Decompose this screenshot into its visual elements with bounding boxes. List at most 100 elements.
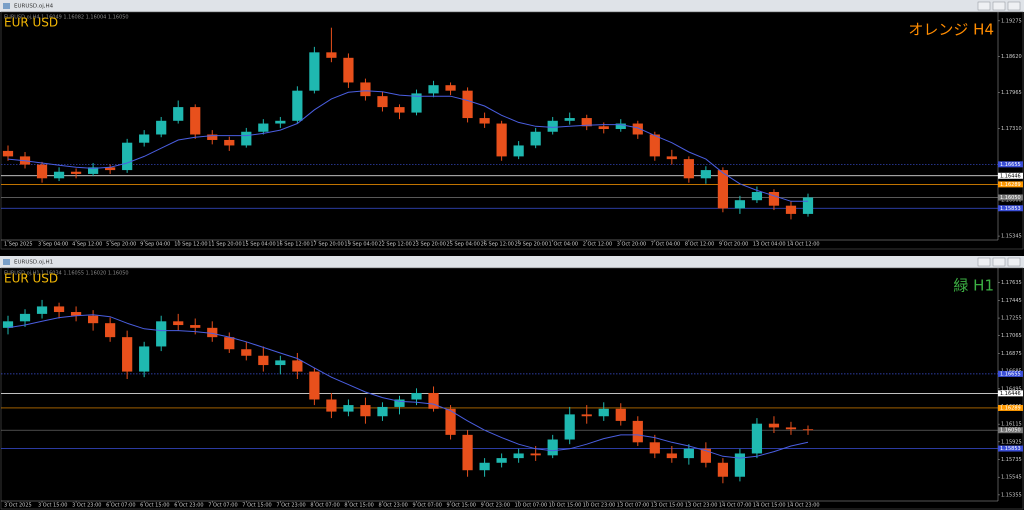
candle-body	[360, 405, 371, 417]
candle-body	[241, 349, 252, 356]
candle-body	[207, 134, 218, 140]
candle-body	[326, 52, 337, 58]
window-button[interactable]	[977, 257, 991, 267]
candle-body	[292, 90, 303, 121]
candle-body	[751, 423, 763, 454]
candle-body	[513, 453, 524, 459]
x-tick-label: 3 Sep 04:00	[38, 242, 68, 248]
window-icon	[3, 259, 10, 265]
candle-body	[802, 197, 814, 214]
candle-body	[428, 392, 439, 409]
candle-body	[309, 52, 320, 91]
window-title: EURUSD.oj,H4	[14, 4, 54, 10]
x-tick-label: 25 Sep 04:00	[447, 242, 480, 248]
x-tick-label: 16 Sep 12:00	[276, 242, 309, 248]
y-tick-label: 1.16495	[1001, 386, 1022, 392]
level-tag	[998, 404, 1023, 411]
candle-body	[36, 164, 48, 179]
window-button[interactable]	[1007, 257, 1021, 267]
candle-body	[2, 150, 14, 157]
x-tick-label: 9 Oct 07:00	[413, 503, 442, 509]
candle-body	[632, 420, 643, 443]
x-tick-label: 3 Oct 2025	[4, 503, 32, 509]
candle-body	[258, 355, 269, 366]
level-tag	[998, 390, 1023, 397]
candle-body	[53, 171, 65, 179]
window-button[interactable]	[1007, 1, 1021, 11]
x-tick-label: 14 Oct 07:00	[719, 503, 752, 509]
candle-body	[292, 360, 303, 372]
candle-body	[683, 448, 694, 459]
candle-body	[394, 107, 405, 113]
candle-body	[564, 118, 575, 121]
candle-body	[445, 408, 456, 435]
level-tag	[998, 181, 1023, 188]
x-tick-label: 7 Oct 23:00	[276, 503, 305, 509]
candle-body	[700, 170, 711, 179]
x-tick-label: 22 Sep 12:00	[378, 242, 411, 248]
candle-body	[411, 93, 422, 113]
candle-body	[156, 120, 167, 135]
x-tick-label: 13 Oct 15:00	[651, 503, 684, 509]
level-tag	[998, 427, 1023, 434]
candle-body	[700, 448, 711, 463]
candle-body	[530, 131, 541, 146]
window-icon	[3, 3, 10, 9]
y-tick-label: 1.16115	[1001, 422, 1022, 428]
level-tag	[998, 161, 1023, 168]
candle-body	[785, 205, 797, 214]
x-tick-label: 10 Sep 12:00	[174, 242, 207, 248]
y-tick-label: 1.15355	[1001, 492, 1022, 498]
level-tag	[998, 370, 1023, 377]
x-tick-label: 9 Oct 15:00	[447, 503, 476, 509]
level-label: 1.15853	[1000, 446, 1021, 452]
y-tick-label: 1.17065	[1001, 333, 1022, 339]
candle-body	[275, 360, 286, 366]
x-tick-label: 26 Sep 12:00	[481, 242, 514, 248]
y-tick-label: 1.15345	[1001, 234, 1022, 240]
candle-body	[105, 323, 116, 338]
candle-body	[275, 120, 286, 124]
candle-body	[751, 191, 763, 201]
title-bar	[0, 0, 1024, 12]
candle-body	[479, 462, 490, 471]
x-tick-label: 13 Oct 04:00	[753, 242, 786, 248]
candle-body	[547, 120, 558, 132]
level-label: 1.16289	[1000, 182, 1021, 188]
window-button[interactable]	[992, 257, 1006, 267]
candle-body	[768, 191, 780, 206]
candle-body	[394, 399, 405, 407]
candle-body	[360, 82, 371, 97]
x-tick-label: 7 Oct 15:00	[242, 503, 271, 509]
candle-body	[428, 85, 439, 94]
candle-body	[224, 139, 235, 146]
y-tick-label: 1.15925	[1001, 439, 1022, 445]
candle-body	[309, 371, 320, 400]
title-bar	[0, 256, 1024, 268]
x-tick-label: 23 Sep 20:00	[413, 242, 446, 248]
candle-body	[377, 406, 388, 417]
candle-body	[2, 321, 14, 328]
x-tick-label: 7 Oct 07:00	[208, 503, 237, 509]
y-tick-label: 1.17965	[1001, 90, 1022, 96]
x-tick-label: 6 Oct 15:00	[140, 503, 169, 509]
x-tick-label: 13 Oct 07:00	[617, 503, 650, 509]
candle-body	[581, 414, 592, 417]
corner-label: オレンジ H4	[908, 21, 994, 39]
candle-body	[615, 408, 626, 421]
window-button[interactable]	[977, 1, 991, 11]
y-tick-label: 1.17255	[1001, 316, 1022, 322]
candle-body	[173, 321, 184, 326]
candle-body	[70, 312, 82, 316]
x-tick-label: 15 Sep 04:00	[242, 242, 275, 248]
candle-body	[343, 405, 354, 412]
candle-body	[462, 434, 473, 471]
candle-body	[581, 118, 592, 127]
window-button[interactable]	[992, 1, 1006, 11]
level-label: 1.16655	[1000, 371, 1021, 377]
candle-body	[666, 453, 677, 459]
candle-body	[207, 327, 218, 338]
candle-body	[156, 321, 167, 347]
ohlc-info: EURUSD.oj,H1 1.16034 1.16055 1.16020 1.1…	[4, 271, 129, 277]
candle-body	[122, 337, 133, 372]
